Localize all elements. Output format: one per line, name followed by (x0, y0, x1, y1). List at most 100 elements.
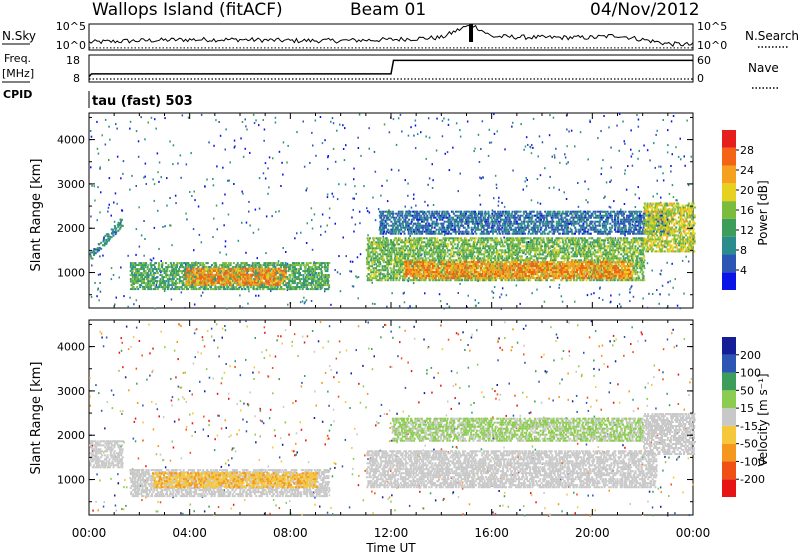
scatter-cell (575, 237, 577, 239)
scatter-cell (638, 126, 640, 128)
scatter-cell (523, 249, 525, 251)
scatter-cell (187, 262, 189, 264)
scatter-cell (566, 129, 568, 131)
scatter-cell (249, 152, 251, 154)
scatter-cell (460, 245, 462, 247)
scatter-cell (441, 251, 443, 253)
scatter-cell (480, 249, 482, 251)
scatter-cell (333, 148, 335, 150)
scatter-cell (320, 288, 322, 290)
scatter-cell (321, 286, 323, 288)
scatter-cell (386, 237, 388, 239)
scatter-cell (397, 265, 399, 267)
scatter-cell (232, 282, 234, 284)
scatter-cell (303, 121, 305, 123)
scatter-cell (371, 269, 373, 271)
scatter-cell (156, 284, 158, 286)
scatter-cell (294, 237, 296, 239)
scatter-cell (172, 266, 174, 268)
scatter-cell (470, 251, 472, 253)
scatter-cell (372, 261, 374, 263)
scatter-cell (442, 247, 444, 249)
scatter-cell (271, 262, 273, 264)
scatter-cell (629, 291, 631, 293)
scatter-cell (467, 121, 469, 123)
scatter-cell (367, 234, 369, 236)
scatter-cell (233, 183, 235, 185)
scatter-cell (417, 249, 419, 251)
scatter-cell (278, 276, 280, 278)
scatter-cell (412, 243, 414, 245)
scatter-cell (282, 262, 284, 264)
scatter-cell (210, 286, 212, 288)
scatter-cell (136, 286, 138, 288)
scatter-cell (496, 241, 498, 243)
scatter-cell (157, 276, 159, 278)
scatter-cell (494, 257, 496, 259)
scatter-cell (181, 262, 183, 264)
scatter-cell (183, 288, 185, 290)
scatter-cell (141, 234, 143, 236)
scatter-cell (221, 272, 223, 274)
nsearch-tick-top: 10^5 (697, 20, 727, 33)
scatter-cell (253, 286, 255, 288)
scatter-cell (158, 266, 160, 268)
scatter-cell (187, 274, 189, 276)
scatter-cell (177, 286, 179, 288)
scatter-cell (243, 286, 245, 288)
scatter-cell (495, 175, 497, 177)
scatter-cell (318, 274, 320, 276)
scatter-cell (450, 253, 452, 255)
scatter-cell (427, 243, 429, 245)
scatter-cell (291, 264, 293, 266)
scatter-cell (379, 239, 381, 241)
scatter-cell (226, 308, 228, 310)
scatter-cell (376, 251, 378, 253)
scatter-cell (164, 290, 166, 292)
scatter-cell (307, 264, 309, 266)
scatter-cell (260, 278, 262, 280)
scatter-cell (558, 243, 560, 245)
scatter-cell (619, 303, 621, 305)
scatter-cell (146, 286, 148, 288)
scatter-cell (371, 257, 373, 259)
scatter-cell (279, 272, 281, 274)
scatter-cell (368, 257, 370, 259)
scatter-cell (538, 255, 540, 257)
scatter-cell (657, 130, 659, 132)
scatter-cell (262, 270, 264, 272)
scatter-cell (533, 118, 535, 120)
scatter-cell (402, 277, 404, 279)
scatter-cell (519, 241, 521, 243)
scatter-cell (540, 174, 542, 176)
scatter-cell (327, 282, 329, 284)
scatter-cell (600, 130, 602, 132)
scatter-cell (160, 284, 162, 286)
scatter-cell (519, 249, 521, 251)
scatter-cell (350, 261, 352, 263)
scatter-cell (383, 259, 385, 261)
scatter-cell (632, 165, 634, 167)
scatter-cell (148, 276, 150, 278)
scatter-cell (261, 280, 263, 282)
scatter-cell (123, 160, 125, 162)
scatter-cell (372, 303, 374, 305)
scatter-cell (225, 240, 227, 242)
scatter-cell (392, 247, 394, 249)
scatter-cell (351, 271, 353, 273)
scatter-cell (477, 279, 479, 281)
scatter-cell (192, 278, 194, 280)
scatter-cell (506, 279, 508, 281)
scatter-cell (504, 239, 506, 241)
scatter-cell (130, 270, 132, 272)
scatter-cell (121, 209, 123, 211)
scatter-cell (320, 282, 322, 284)
scatter-cell (430, 243, 432, 245)
scatter-cell (498, 205, 500, 207)
scatter-cell (225, 128, 227, 130)
scatter-cell (253, 268, 255, 270)
scatter-cell (443, 237, 445, 239)
scatter-cell (204, 284, 206, 286)
scatter-cell (414, 255, 416, 257)
scatter-cell (427, 239, 429, 241)
